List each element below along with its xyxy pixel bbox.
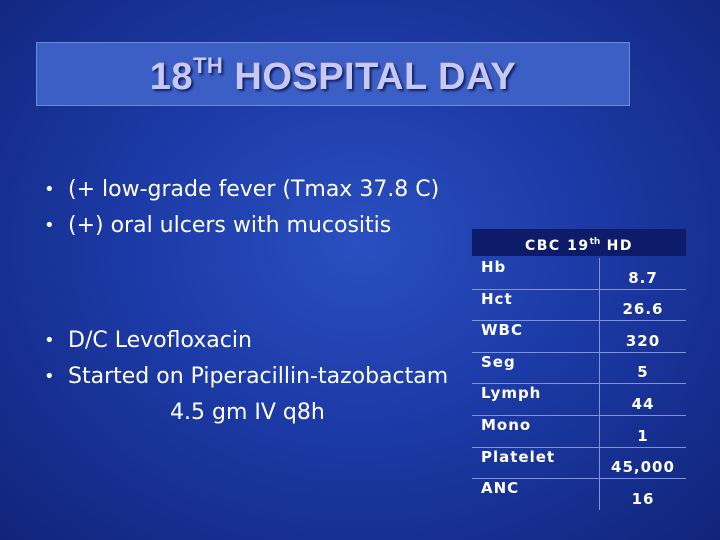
bullet-dot-icon: • xyxy=(44,366,55,387)
cbc-title-superscript: th xyxy=(589,237,601,247)
lab-name-cell: Mono xyxy=(472,415,600,448)
title-superscript: TH xyxy=(192,53,224,78)
bullet-item: • Started on Piperacillin-tazobactam xyxy=(40,359,448,395)
title-box: 18TH HOSPITAL DAY xyxy=(36,42,630,106)
lab-name-cell: Lymph xyxy=(472,383,600,416)
lab-value-cell: 44 xyxy=(599,383,686,416)
bullet-continuation-text: 4.5 gm IV q8h xyxy=(170,400,325,425)
table-row: Lymph 44 xyxy=(472,383,686,416)
bullet-dot-icon: • xyxy=(44,179,55,200)
table-row: Hb 8.7 xyxy=(472,258,686,290)
bullet-item: • (+ low-grade fever (Tmax 37.8 C) xyxy=(40,172,439,208)
cbc-table-title: CBC 19th HD xyxy=(472,229,686,256)
bullet-item: • D/C Levofloxacin xyxy=(40,323,448,359)
slide-title: 18TH HOSPITAL DAY xyxy=(37,53,629,99)
bullet-list-treatment: • D/C Levofloxacin • Started on Piperacill… xyxy=(40,323,448,431)
lab-name-cell: Hct xyxy=(472,289,600,322)
lab-name-cell: Seg xyxy=(472,352,600,385)
lab-value-cell: 16 xyxy=(631,489,655,508)
lab-value-cell: 8.7 xyxy=(599,258,686,290)
lab-value-cell: 320 xyxy=(599,320,686,353)
bullet-item: • (+) oral ulcers with mucositis xyxy=(40,208,439,244)
title-text: HOSPITAL DAY xyxy=(223,56,517,98)
bullet-dot-icon: • xyxy=(44,215,55,236)
bullet-text: (+ low-grade fever (Tmax 37.8 C) xyxy=(68,177,440,202)
cbc-title-rest: HD xyxy=(600,238,633,254)
lab-name-cell: WBC xyxy=(472,320,600,353)
bullet-text: D/C Levofloxacin xyxy=(68,328,252,353)
lab-value-cell: 26.6 xyxy=(599,289,686,322)
table-row: Platelet 45,000 xyxy=(472,447,686,480)
lab-name-cell: ANC xyxy=(472,478,600,510)
table-row: Mono 1 xyxy=(472,415,686,448)
lab-value-cell: 45,000 xyxy=(599,447,686,480)
bullet-text: (+) oral ulcers with mucositis xyxy=(68,213,392,238)
title-number: 18 xyxy=(149,56,193,98)
bullet-text: Started on Piperacillin-tazobactam xyxy=(68,364,449,389)
bullet-dot-icon: • xyxy=(44,330,55,351)
cbc-table-panel: CBC 19th HD Hb 8.7 Hct 26.6 WBC 320 Seg 5 Ly… xyxy=(472,229,686,510)
cbc-table: Hb 8.7 Hct 26.6 WBC 320 Seg 5 Lymph 44 Mono 1 … xyxy=(472,258,686,510)
lab-value-cell: 1 xyxy=(599,415,686,448)
table-row: WBC 320 xyxy=(472,320,686,353)
table-row: ANC 16 xyxy=(472,478,686,510)
bullet-list-symptoms: • (+ low-grade fever (Tmax 37.8 C) • (+) o… xyxy=(40,172,439,244)
bullet-continuation: 4.5 gm IV q8h xyxy=(40,395,448,431)
cbc-title-main: CBC 19 xyxy=(524,238,590,254)
table-row: Seg 5 xyxy=(472,352,686,385)
lab-name-cell: Hb xyxy=(472,258,600,290)
lab-value-cell: 5 xyxy=(599,352,686,385)
lab-name-cell: Platelet xyxy=(472,447,600,480)
table-row: Hct 26.6 xyxy=(472,289,686,322)
